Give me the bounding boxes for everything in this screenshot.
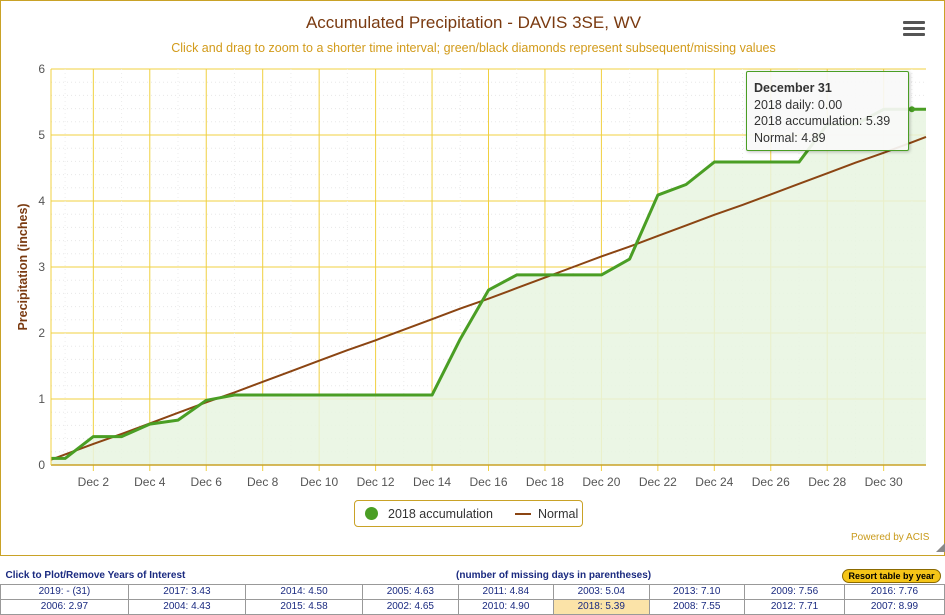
x-tick-label: Dec 16: [469, 475, 507, 489]
legend-normal-label: Normal: [537, 506, 579, 521]
x-tick-label: Dec 8: [247, 475, 279, 489]
year-cell[interactable]: 2004: 4.43: [127, 598, 246, 615]
resort-table-button[interactable]: Resort table by year: [842, 568, 941, 583]
normal-line: [50, 136, 927, 461]
y-tick-label: 5: [38, 128, 45, 142]
year-cell[interactable]: 2019: - (31): [0, 583, 129, 600]
green-dot-icon: [365, 507, 378, 520]
x-tick-label: Dec 24: [695, 475, 733, 489]
x-tick-label: Dec 6: [191, 475, 223, 489]
year-cell[interactable]: 2005: 4.63: [362, 583, 459, 600]
hover-point[interactable]: [908, 106, 915, 113]
years-table-note: (number of missing days in parentheses): [362, 568, 745, 584]
tooltip-normal: Normal: 4.89: [754, 130, 826, 145]
table-row: 2006: 2.97 2004: 4.43 2015: 4.58 2002: 4…: [0, 598, 945, 615]
year-cell[interactable]: 2003: 5.04: [553, 583, 650, 600]
y-tick-label: 1: [38, 392, 45, 406]
year-cell[interactable]: 2015: 4.58: [244, 598, 364, 615]
y-tick-label: 6: [38, 62, 45, 76]
accumulation-line: [51, 107, 926, 460]
y-tick-label: 0: [38, 458, 45, 472]
x-tick-label: Dec 10: [300, 475, 338, 489]
y-tick-label: 4: [38, 194, 45, 208]
chart-subtitle: Click and drag to zoom to a shorter time…: [171, 41, 776, 55]
year-cell[interactable]: 2017: 3.43: [127, 583, 246, 600]
x-tick-label: Dec 20: [582, 475, 620, 489]
accumulation-area: [51, 109, 926, 465]
year-cell[interactable]: 2014: 4.50: [244, 583, 364, 600]
years-table-title: Click to Plot/Remove Years of Interest: [0, 568, 363, 584]
year-cell[interactable]: 2012: 7.71: [744, 598, 845, 615]
powered-by-link[interactable]: Powered by ACIS: [851, 532, 930, 543]
x-tick-label: Dec 14: [413, 475, 451, 489]
year-cell[interactable]: 2006: 2.97: [0, 598, 129, 615]
brown-line-icon: [514, 512, 531, 515]
legend-item-normal[interactable]: Normal: [493, 507, 578, 521]
x-tick-label: Dec 26: [752, 475, 790, 489]
year-cell[interactable]: 2002: 4.65: [362, 598, 459, 615]
year-cell[interactable]: 2011: 4.84: [457, 583, 555, 600]
hamburger-menu-icon[interactable]: [901, 18, 927, 40]
year-cell-selected[interactable]: 2018: 5.39: [553, 598, 650, 615]
year-cell[interactable]: 2007: 8.99: [843, 598, 945, 615]
x-tick-label: Dec 30: [865, 475, 903, 489]
plot-area[interactable]: 0 1 2 3 4 5 6 Dec 2 Dec 4 Dec 6 Dec 8 Dec 10 Dec 12 D…: [1, 1, 945, 557]
legend-accumulation-label: 2018 accumulation: [388, 506, 493, 521]
x-tick-label: Dec 28: [808, 475, 846, 489]
legend-item-accumulation[interactable]: 2018 accumulation: [365, 507, 493, 521]
chart-container[interactable]: Accumulated Precipitation - DAVIS 3SE, W…: [0, 0, 945, 556]
y-axis-label: Precipitation (inches): [16, 203, 30, 330]
tooltip-accumulation: 2018 accumulation: 5.39: [754, 114, 891, 128]
year-cell[interactable]: 2010: 4.90: [457, 598, 555, 615]
years-table: Click to Plot/Remove Years of Interest (…: [0, 568, 945, 615]
x-tick-label: Dec 2: [78, 475, 110, 489]
x-tick-label: Dec 22: [639, 475, 677, 489]
x-tick-label: Dec 12: [357, 475, 395, 489]
table-row: 2019: - (31) 2017: 3.43 2014: 4.50 2005:…: [0, 583, 945, 600]
years-table-header: Click to Plot/Remove Years of Interest (…: [0, 568, 945, 584]
year-cell[interactable]: 2016: 7.76: [843, 583, 945, 600]
x-tick-label: Dec 18: [526, 475, 564, 489]
year-cell[interactable]: 2009: 7.56: [744, 583, 845, 600]
y-tick-label: 2: [38, 326, 45, 340]
x-tick-label: Dec 4: [134, 475, 166, 489]
year-cell[interactable]: 2008: 7.55: [648, 598, 746, 615]
year-cell[interactable]: 2013: 7.10: [648, 583, 746, 600]
y-tick-label: 3: [38, 260, 45, 274]
resize-handle-icon[interactable]: [936, 542, 945, 552]
tooltip-daily: 2018 daily: 0.00: [754, 97, 843, 112]
tooltip-date: December 31: [754, 81, 832, 95]
chart-title: Accumulated Precipitation - DAVIS 3SE, W…: [305, 13, 642, 32]
chart-legend: 2018 accumulation Normal: [354, 500, 583, 527]
data-tooltip: December 31 2018 daily: 0.00 2018 accumu…: [746, 71, 909, 151]
